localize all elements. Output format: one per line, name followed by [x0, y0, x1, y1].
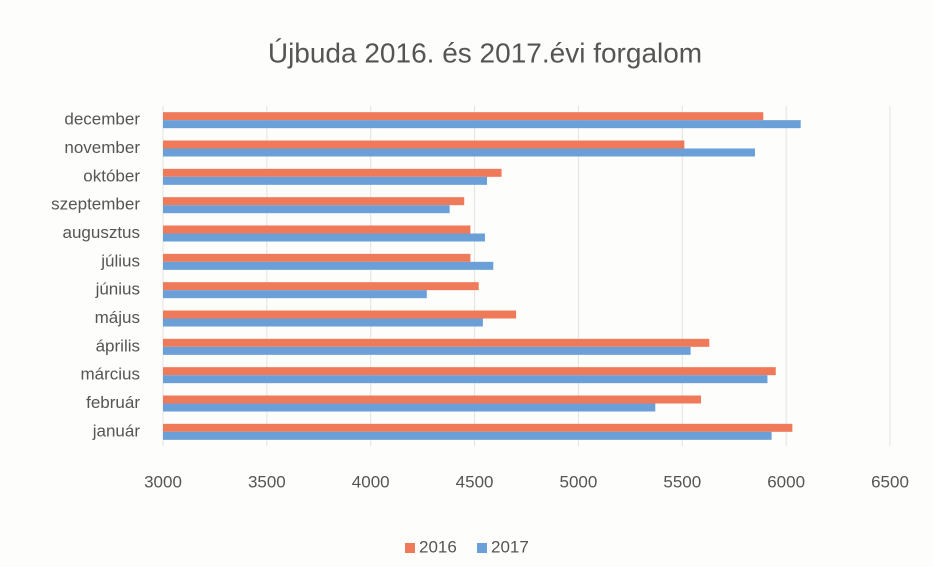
bar — [163, 148, 755, 157]
bar — [163, 225, 471, 234]
bar — [163, 261, 494, 270]
chart-title: Újbuda 2016. és 2017.évi forgalom — [268, 37, 702, 68]
y-tick-label: június — [95, 280, 140, 299]
bar — [163, 431, 772, 440]
bar — [163, 290, 427, 299]
bar — [163, 338, 710, 347]
x-tick-label: 6000 — [767, 472, 805, 491]
legend-label: 2016 — [419, 537, 457, 556]
legend-swatch — [477, 543, 487, 553]
bar — [163, 346, 691, 355]
bar — [163, 233, 485, 242]
x-tick-label: 6500 — [871, 472, 909, 491]
y-tick-label: szeptember — [51, 195, 140, 214]
bar — [163, 112, 764, 121]
bar — [163, 120, 801, 129]
x-tick-label: 3500 — [248, 472, 286, 491]
x-tick-label: 3000 — [144, 472, 182, 491]
bar — [163, 423, 793, 432]
y-tick-label: május — [95, 308, 140, 327]
bar — [163, 197, 465, 206]
bar — [163, 282, 479, 291]
bar — [163, 318, 483, 327]
bar — [163, 205, 450, 214]
y-tick-label: november — [64, 138, 140, 157]
bar — [163, 403, 656, 412]
bar — [163, 395, 701, 404]
x-tick-label: 4500 — [456, 472, 494, 491]
y-tick-label: március — [80, 365, 140, 384]
bar — [163, 253, 471, 262]
y-tick-label: augusztus — [63, 223, 141, 242]
y-tick-label: április — [96, 336, 140, 355]
y-tick-label: február — [86, 393, 140, 412]
bar — [163, 310, 517, 319]
y-tick-label: július — [100, 251, 140, 270]
x-tick-label: 5500 — [663, 472, 701, 491]
bar — [163, 367, 776, 376]
x-tick-label: 4000 — [352, 472, 390, 491]
bar — [163, 140, 685, 149]
bar — [163, 375, 768, 384]
legend-label: 2017 — [491, 537, 529, 556]
y-tick-label: október — [83, 166, 140, 185]
bar — [163, 176, 488, 185]
y-tick-label: január — [92, 421, 141, 440]
bar — [163, 168, 502, 177]
legend-swatch — [405, 543, 415, 553]
x-tick-label: 5000 — [560, 472, 598, 491]
y-tick-label: december — [64, 110, 140, 129]
